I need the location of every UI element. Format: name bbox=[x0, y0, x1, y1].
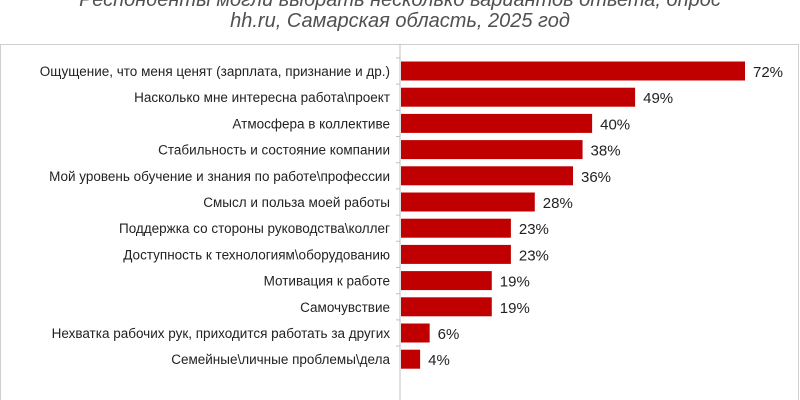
category-label: Семейные\личные проблемы\дела bbox=[171, 352, 390, 367]
bar bbox=[401, 113, 593, 133]
bar bbox=[401, 349, 421, 369]
category-label: Смысл и польза моей работы bbox=[203, 195, 390, 210]
value-label: 4% bbox=[428, 352, 450, 369]
category-label: Насколько мне интересна работа\проект bbox=[134, 90, 390, 105]
value-label: 40% bbox=[600, 116, 630, 133]
category-label: Мой уровень обучение и знания по работе\… bbox=[49, 169, 390, 184]
value-label: 28% bbox=[543, 195, 573, 212]
bar bbox=[401, 323, 430, 343]
chart-title-line-1: Респонденты могли выбрать несколько вари… bbox=[79, 0, 721, 11]
category-label: Атмосфера в коллективе bbox=[232, 116, 390, 131]
value-label: 19% bbox=[500, 300, 530, 317]
value-label: 49% bbox=[643, 90, 673, 107]
value-label: 72% bbox=[753, 64, 783, 81]
value-label: 38% bbox=[591, 143, 621, 160]
bar bbox=[401, 218, 511, 238]
value-label: 19% bbox=[500, 274, 530, 291]
bar bbox=[401, 87, 636, 107]
category-label: Доступность к технологиям\оборудованию bbox=[123, 247, 390, 262]
category-label: Нехватка рабочих рук, приходится работат… bbox=[52, 326, 391, 341]
chart-title-line-2: hh.ru, Самарская область, 2025 год bbox=[230, 10, 570, 32]
bar bbox=[401, 297, 492, 317]
value-label: 6% bbox=[438, 326, 460, 343]
category-label: Стабильность и состояние компании bbox=[158, 143, 390, 158]
bar bbox=[401, 192, 535, 212]
category-label: Ощущение, что меня ценят (зарплата, приз… bbox=[40, 64, 390, 79]
category-label: Мотивация к работе bbox=[264, 274, 390, 289]
category-label: Самочувствие bbox=[300, 300, 390, 315]
value-label: 23% bbox=[519, 247, 549, 264]
category-label: Поддержка со стороны руководства\коллег bbox=[119, 221, 390, 236]
bar bbox=[401, 140, 583, 160]
bar bbox=[401, 61, 745, 81]
bar bbox=[401, 271, 492, 291]
value-label: 36% bbox=[581, 169, 611, 186]
bar bbox=[401, 166, 573, 186]
bar bbox=[401, 244, 511, 264]
value-label: 23% bbox=[519, 221, 549, 238]
